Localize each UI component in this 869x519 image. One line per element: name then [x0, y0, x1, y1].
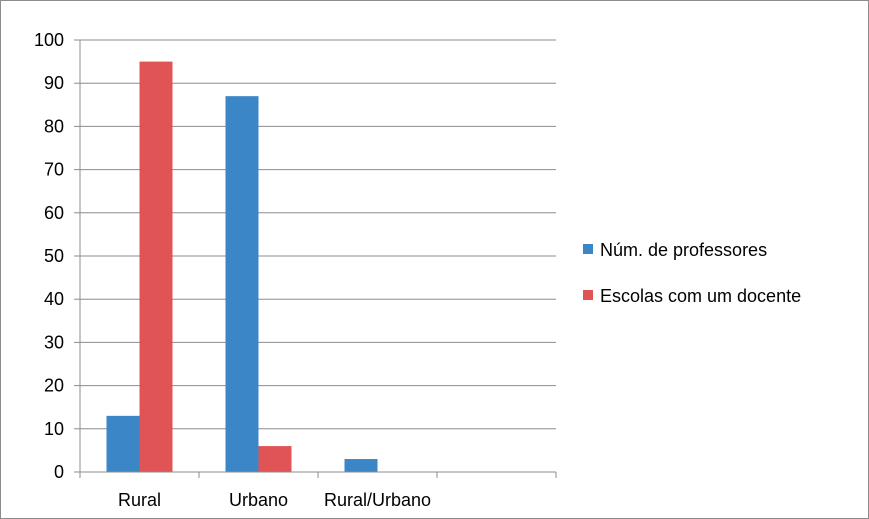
legend-label-professores: Núm. de professores	[600, 240, 767, 260]
bar-professores	[225, 96, 259, 472]
y-tick-label: 70	[44, 160, 64, 180]
y-tick-label: 30	[44, 332, 64, 352]
y-tick-label: 10	[44, 419, 64, 439]
y-tick-label: 0	[54, 462, 64, 482]
y-tick-label: 80	[44, 116, 64, 136]
legend-swatch-escolas	[583, 290, 593, 300]
legend: Núm. de professores Escolas com um docen…	[583, 240, 801, 306]
x-tick-labels: Rural Urbano Rural/Urbano	[118, 490, 431, 510]
x-tick-label: Rural/Urbano	[324, 490, 431, 510]
bar-professores	[344, 459, 378, 472]
y-tick-label: 50	[44, 246, 64, 266]
bar-escolas	[139, 61, 173, 472]
y-tick-label: 40	[44, 289, 64, 309]
y-tick-label: 100	[34, 30, 64, 50]
legend-label-escolas: Escolas com um docente	[600, 286, 801, 306]
y-tick-label: 20	[44, 376, 64, 396]
x-tick-label: Rural	[118, 490, 161, 510]
legend-swatch-professores	[583, 244, 593, 254]
bar-professores	[106, 415, 140, 472]
bar-escolas	[258, 446, 292, 472]
y-tick-label: 90	[44, 73, 64, 93]
y-tick-label: 60	[44, 203, 64, 223]
axes	[79, 40, 557, 478]
y-tick-labels: 0 10 20 30 40 50 60 70 80 90 100	[34, 30, 64, 482]
x-tick-label: Urbano	[229, 490, 288, 510]
bars	[106, 61, 378, 472]
